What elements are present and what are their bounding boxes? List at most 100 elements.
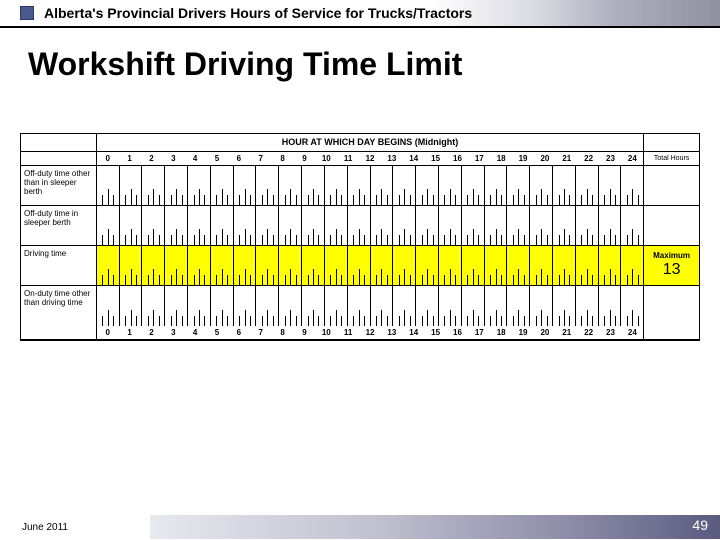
hour-label: 16 xyxy=(447,152,469,165)
hour-cell xyxy=(530,286,553,326)
hour-cell xyxy=(530,206,553,245)
hour-cell xyxy=(188,246,211,285)
hour-label: 13 xyxy=(381,152,403,165)
hour-label: 23 xyxy=(600,152,622,165)
hour-label: 15 xyxy=(425,152,447,165)
hour-cell xyxy=(165,206,188,245)
hour-cell xyxy=(234,286,257,326)
log-row: Driving timeMaximum13 xyxy=(21,246,699,286)
hour-label: 20 xyxy=(534,152,556,165)
hour-label: 23 xyxy=(600,326,622,339)
hour-cell xyxy=(211,206,234,245)
hour-cell xyxy=(530,246,553,285)
hour-cell xyxy=(234,166,257,205)
hour-cell xyxy=(302,166,325,205)
hour-cell xyxy=(142,206,165,245)
hour-label: 7 xyxy=(250,152,272,165)
hour-cell xyxy=(165,166,188,205)
hour-cell xyxy=(97,166,120,205)
hour-label: 0 xyxy=(97,326,119,339)
hour-label: 24 xyxy=(621,326,643,339)
row-label: Off-duty time in sleeper berth xyxy=(21,206,97,245)
hour-cell xyxy=(348,246,371,285)
hour-label: 24 xyxy=(621,152,643,165)
footer: June 2011 49 xyxy=(0,514,720,540)
hour-cell xyxy=(599,206,622,245)
hour-label: 18 xyxy=(490,326,512,339)
hour-cell xyxy=(348,206,371,245)
hour-cell xyxy=(142,166,165,205)
hour-cell xyxy=(120,206,143,245)
hour-label: 21 xyxy=(556,326,578,339)
hour-label: 4 xyxy=(184,326,206,339)
hour-cell xyxy=(371,286,394,326)
hour-label: 11 xyxy=(337,152,359,165)
hour-cell xyxy=(234,246,257,285)
hour-cell xyxy=(120,166,143,205)
hour-cell xyxy=(256,286,279,326)
hour-cell xyxy=(439,246,462,285)
hour-cell xyxy=(416,246,439,285)
row-right: Maximum13 xyxy=(643,246,699,285)
hour-cell xyxy=(576,166,599,205)
hour-cell xyxy=(462,166,485,205)
hour-cell xyxy=(348,286,371,326)
hour-cell xyxy=(576,206,599,245)
hour-cell xyxy=(553,206,576,245)
hour-cell xyxy=(371,246,394,285)
hour-cell xyxy=(439,166,462,205)
hour-cell xyxy=(485,166,508,205)
hour-label: 10 xyxy=(315,152,337,165)
hour-cell xyxy=(553,286,576,326)
hour-label: 11 xyxy=(337,326,359,339)
hour-label: 16 xyxy=(447,326,469,339)
hour-cell xyxy=(553,246,576,285)
hour-cell xyxy=(507,286,530,326)
hour-cell xyxy=(599,166,622,205)
footer-gradient: 49 xyxy=(150,515,720,539)
hour-label: 6 xyxy=(228,152,250,165)
hour-cell xyxy=(279,246,302,285)
hour-label: 9 xyxy=(294,152,316,165)
hour-cell xyxy=(211,246,234,285)
hour-cell xyxy=(302,246,325,285)
hour-cell xyxy=(120,286,143,326)
hour-cell xyxy=(348,166,371,205)
row-label: Off-duty time other than in sleeper bert… xyxy=(21,166,97,205)
hour-cell xyxy=(416,166,439,205)
hour-label: 0 xyxy=(97,152,119,165)
header-text: Alberta's Provincial Drivers Hours of Se… xyxy=(44,5,472,21)
hour-cell xyxy=(553,166,576,205)
hour-cell xyxy=(462,206,485,245)
hour-cell xyxy=(599,246,622,285)
hour-label: 3 xyxy=(162,152,184,165)
tick-area xyxy=(97,166,643,205)
hour-cell xyxy=(393,286,416,326)
hour-cell xyxy=(485,246,508,285)
page-number: 49 xyxy=(692,517,708,533)
row-right xyxy=(643,166,699,205)
hour-cell xyxy=(439,286,462,326)
hour-label: 7 xyxy=(250,326,272,339)
hours-row-bottom: 0123456789101112131415161718192021222324 xyxy=(21,326,699,340)
hour-label: 10 xyxy=(315,326,337,339)
hour-cell xyxy=(507,166,530,205)
hour-cell xyxy=(97,246,120,285)
hour-label: 8 xyxy=(272,326,294,339)
hour-label: 19 xyxy=(512,152,534,165)
tick-area xyxy=(97,246,643,285)
hour-cell xyxy=(416,286,439,326)
hour-label: 19 xyxy=(512,326,534,339)
hour-label: 13 xyxy=(381,326,403,339)
logsheet-top-strip: HOUR AT WHICH DAY BEGINS (Midnight) xyxy=(21,134,699,152)
hour-cell xyxy=(576,286,599,326)
row-right xyxy=(643,206,699,245)
total-hours-label: Total Hours xyxy=(643,152,699,165)
hour-cell xyxy=(462,246,485,285)
hours-heading: HOUR AT WHICH DAY BEGINS (Midnight) xyxy=(97,134,643,151)
hour-cell xyxy=(142,246,165,285)
hour-cell xyxy=(302,206,325,245)
hour-cell xyxy=(621,206,643,245)
hour-label: 12 xyxy=(359,326,381,339)
tick-area xyxy=(97,206,643,245)
